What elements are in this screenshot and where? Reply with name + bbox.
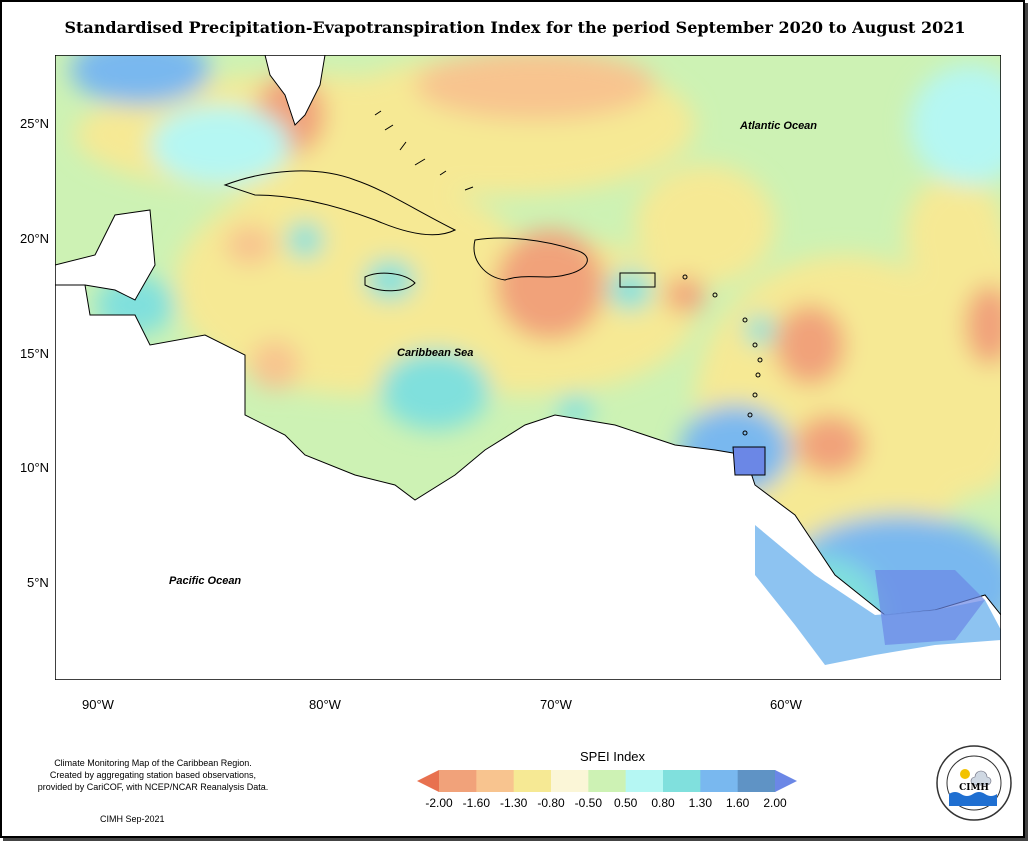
colorbar-arrow-low <box>417 770 439 792</box>
colorbar-label: 0.80 <box>651 796 675 810</box>
colorbar-segment <box>700 770 739 792</box>
lat-tick-20n: 20°N <box>20 231 50 246</box>
colorbar-label: -0.50 <box>574 796 603 810</box>
colorbar-arrow-high <box>775 770 797 792</box>
note-line-3: provided by CariCOF, with NCEP/NCAR Rean… <box>37 782 269 792</box>
legend-title: SPEI Index <box>580 749 646 764</box>
colorbar-label: -1.30 <box>499 796 528 810</box>
lat-tick-10n: 10°N <box>20 460 50 475</box>
colorbar-label: -2.00 <box>425 796 453 810</box>
colorbar-label: 1.60 <box>725 796 750 810</box>
lat-tick-15n: 15°N <box>20 346 50 361</box>
sun-icon <box>960 769 970 779</box>
island-outlines <box>223 110 763 436</box>
colorbar-label: -1.60 <box>462 796 491 810</box>
colorbar-segment <box>439 770 477 792</box>
colorbar-segment <box>476 770 515 792</box>
colorbar-label: 2.00 <box>763 796 787 810</box>
note-line-2: Created by aggregating station based obs… <box>49 770 257 780</box>
spei-map <box>55 55 1001 680</box>
colorbar-label: -0.80 <box>537 796 565 810</box>
waves-icon <box>949 792 997 806</box>
colorbar-label: 1.30 <box>688 796 713 810</box>
caribbean-sea-label: Caribbean Sea <box>397 347 474 359</box>
lon-tick-90w: 90°W <box>82 697 114 712</box>
map-title: Standardised Precipitation-Evapotranspir… <box>64 18 966 37</box>
colorbar-label: 0.50 <box>613 796 638 810</box>
atlantic-ocean-label: Atlantic Ocean <box>740 120 818 132</box>
cimh-logo: CIMH <box>936 745 1012 821</box>
lon-tick-70w: 70°W <box>540 697 572 712</box>
spei-colorbar <box>417 770 797 792</box>
note-line-1: Climate Monitoring Map of the Caribbean … <box>54 758 252 768</box>
colorbar-segment <box>625 770 664 792</box>
lat-tick-5n: 5°N <box>27 575 49 590</box>
colorbar-segment <box>513 770 552 792</box>
colorbar-segment <box>588 770 627 792</box>
lon-tick-60w: 60°W <box>770 697 802 712</box>
colorbar-segment <box>663 770 701 792</box>
colorbar-segment <box>551 770 589 792</box>
cloud-icon <box>970 770 992 786</box>
spei-field <box>70 55 1001 675</box>
logo-text: CIMH <box>959 783 989 793</box>
pacific-ocean-label: Pacific Ocean <box>169 575 242 587</box>
map-description: Climate Monitoring Map of the Caribbean … <box>28 757 278 793</box>
lat-tick-25n: 25°N <box>20 116 50 131</box>
lon-tick-80w: 80°W <box>309 697 341 712</box>
colorbar-segment <box>737 770 776 792</box>
land-areas <box>55 55 1001 680</box>
credit-text: CIMH Sep-2021 <box>100 814 165 824</box>
